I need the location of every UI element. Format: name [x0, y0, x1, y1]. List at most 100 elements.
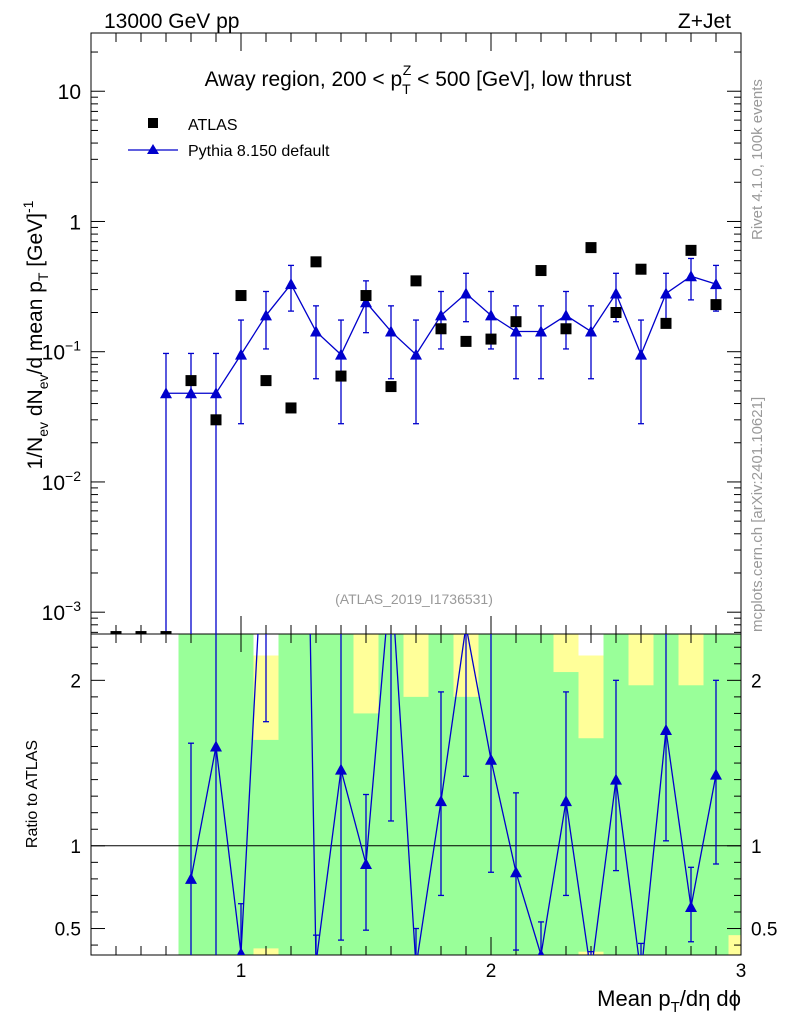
- atlas-point: [260, 375, 272, 387]
- pythia-point: [410, 348, 422, 360]
- atlas-point: [135, 631, 147, 634]
- pythia-point: [610, 287, 622, 299]
- ratio-point: [510, 866, 522, 878]
- green-band-bin: [278, 634, 304, 955]
- x-axis-title: Mean pT/dη dϕ: [597, 986, 741, 1016]
- ratio-point: [710, 768, 722, 780]
- pythia-point: [360, 296, 372, 308]
- pythia-point: [310, 325, 322, 337]
- ratio-y-tick-label-right: 0.5: [751, 920, 777, 941]
- pythia-point: [635, 348, 647, 360]
- ratio-y-tick-label-right: 1: [751, 837, 762, 858]
- pythia-point: [160, 387, 172, 399]
- ratio-point: [410, 961, 422, 972]
- mcplots-source-label: mcplots.cern.ch [arXiv:2401.10621]: [749, 397, 766, 632]
- pythia-point: [285, 278, 297, 290]
- rivet-version-label: Rivet 4.1.0, 100k events: [749, 79, 766, 240]
- pythia-point: [335, 348, 347, 360]
- ratio-y-axis: 0.5 0.5 1 1 2 2: [55, 646, 777, 946]
- legend-atlas-label: ATLAS: [188, 117, 238, 134]
- atlas-point: [585, 242, 597, 254]
- green-band-bin: [728, 634, 741, 936]
- atlas-point: [435, 323, 447, 335]
- ratio-line: [190, 634, 717, 955]
- pythia-point: [585, 325, 597, 337]
- green-band-bin: [303, 634, 329, 955]
- x-tick-label: 3: [736, 961, 747, 982]
- main-y-tick-label: 1: [69, 211, 81, 234]
- atlas-point: [235, 290, 247, 302]
- ratio-point: [335, 763, 347, 775]
- pythia-point: [210, 387, 222, 399]
- atlas-point: [110, 631, 122, 634]
- analysis-watermark: (ATLAS_2019_I1736531): [335, 591, 493, 607]
- atlas-point: [460, 335, 472, 347]
- pythia-point: [385, 325, 397, 337]
- ratio-point: [685, 901, 697, 913]
- atlas-point: [160, 631, 172, 634]
- pythia-point: [435, 309, 447, 321]
- ratio-point: [485, 753, 497, 765]
- pythia-point: [235, 348, 247, 360]
- process-label: Z+Jet: [678, 10, 731, 33]
- legend-pythia-label: Pythia 8.150 default: [188, 143, 330, 160]
- ratio-point: [210, 740, 222, 752]
- ratio-y-tick-label-right: 2: [751, 671, 762, 692]
- ratio-point: [310, 957, 322, 968]
- plot-title: Away region, 200 < pTZ < 500 [GeV], low …: [205, 62, 632, 97]
- pythia-point: [685, 270, 697, 282]
- ratio-point: [435, 795, 447, 807]
- ratio-point: [660, 723, 672, 735]
- pythia-point: [535, 325, 547, 337]
- atlas-point: [360, 290, 372, 302]
- atlas-point: [685, 244, 697, 256]
- atlas-point: [535, 265, 547, 277]
- ratio-point: [385, 567, 397, 578]
- pythia-point: [660, 287, 672, 299]
- main-y-axis: 10−3 10−2 10−1 1 10: [42, 51, 741, 633]
- pythia-point: [710, 278, 722, 290]
- x-tick-label: 1: [236, 961, 247, 982]
- main-data-layer: [110, 242, 722, 634]
- ratio-point: [585, 967, 597, 978]
- atlas-point: [310, 256, 322, 268]
- atlas-point: [610, 307, 622, 319]
- energy-label: 13000 GeV pp: [104, 10, 239, 33]
- pythia-point: [260, 309, 272, 321]
- ratio-y-tick-label: 2: [70, 671, 81, 692]
- main-y-tick-label: 10−2: [42, 468, 82, 495]
- ratio-point: [260, 476, 272, 487]
- main-y-axis-title: 1/Nev dNev/d mean pT [GeV]-1: [20, 200, 51, 469]
- x-tick-label: 2: [486, 961, 497, 982]
- main-y-tick-label: 10−3: [42, 598, 82, 625]
- ratio-point: [236, 947, 246, 955]
- atlas-point: [560, 323, 572, 335]
- main-y-tick-label: 10: [58, 81, 81, 104]
- pythia-point: [510, 325, 522, 337]
- main-y-tick-label: 10−1: [42, 338, 82, 365]
- ratio-point: [635, 969, 647, 980]
- atlas-point: [660, 317, 672, 329]
- green-band-bin: [578, 738, 604, 952]
- ratio-data-layer: [185, 476, 722, 980]
- pythia-point: [485, 309, 497, 321]
- green-band-bin: [528, 634, 554, 955]
- ratio-point: [185, 872, 197, 884]
- ratio-y-tick-label: 0.5: [55, 920, 81, 941]
- pythia-point: [560, 309, 572, 321]
- legend-atlas-marker: [148, 118, 158, 128]
- atlas-point: [210, 414, 222, 426]
- ratio-point: [360, 857, 372, 869]
- atlas-point: [385, 381, 397, 393]
- legend-pythia-marker: [147, 144, 159, 154]
- atlas-point: [510, 316, 522, 328]
- pythia-point: [185, 387, 197, 399]
- atlas-point: [185, 375, 197, 387]
- atlas-point: [285, 402, 297, 414]
- legend: ATLAS Pythia 8.150 default: [128, 117, 330, 160]
- green-band-bin: [253, 739, 279, 949]
- ratio-point: [610, 773, 622, 785]
- green-band-bin: [628, 685, 654, 955]
- atlas-point: [635, 263, 647, 275]
